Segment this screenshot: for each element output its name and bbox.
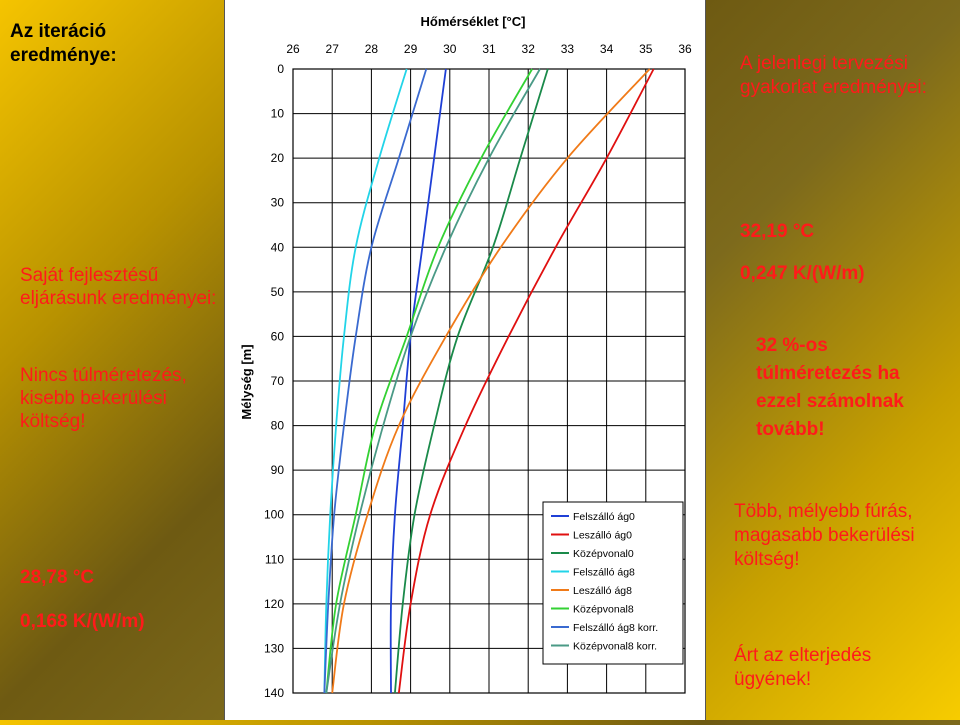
x-tick-label: 26 [286, 42, 300, 56]
legend-label: Felszálló ág8 [573, 567, 635, 579]
x-tick-labels: 26 27 28 29 30 31 32 33 34 35 36 [286, 42, 692, 56]
legend-box [542, 501, 684, 665]
y-tick-label: 110 [265, 552, 284, 566]
chart-title: Hőmérséklet [°C] [421, 14, 526, 29]
x-tick-label: 32 [522, 42, 536, 56]
series-line [323, 68, 428, 694]
own-resistance-value: 0,168 K/(W/m) [20, 611, 145, 632]
y-axis-label: Mélység [m] [239, 344, 254, 419]
legend-label: Leszálló ág0 [573, 530, 632, 542]
oversize-note: 32 %-os túlméretezés ha ezzel számolnak … [756, 335, 904, 440]
series-line [389, 68, 447, 694]
x-tick-label: 29 [404, 42, 418, 56]
y-tick-label: 10 [271, 107, 285, 121]
legend-label: Leszálló ág8 [573, 585, 632, 597]
x-tick-label: 34 [600, 42, 614, 56]
y-tick-label: 30 [271, 196, 285, 210]
legend-label: Középvonal8 korr. [573, 641, 657, 653]
legend-label: Középvonal8 [573, 604, 634, 616]
y-tick-label: 50 [271, 285, 285, 299]
series-line [325, 68, 533, 694]
y-tick-label: 90 [271, 463, 285, 477]
own-method-label: Saját fejlesztésű eljárásunk eredményei: [20, 265, 217, 309]
y-tick-label: 140 [264, 686, 284, 700]
x-tick-label: 28 [365, 42, 379, 56]
legend-label: Felszálló ág8 korr. [573, 622, 658, 634]
chart-panel: Hőmérséklet [°C] Mélység [m] 26 27 28 29 30 3… [224, 0, 706, 720]
series-lines [323, 68, 655, 694]
current-temperature-value: 32,19 °C [740, 221, 815, 242]
y-tick-label: 120 [264, 597, 284, 611]
legend-label: Felszálló ág0 [573, 511, 635, 523]
series-line [394, 68, 549, 694]
own-temperature-value: 28,78 °C [20, 567, 95, 588]
x-tick-label: 27 [326, 42, 340, 56]
x-tick-label: 35 [639, 42, 653, 56]
series-line [325, 68, 541, 694]
y-tick-label: 80 [271, 419, 285, 433]
y-tick-label: 60 [271, 329, 285, 343]
x-tick-label: 36 [678, 42, 692, 56]
current-practice-label: A jelenlegi tervezési gyakorlat eredmény… [740, 53, 927, 98]
series-line [397, 68, 655, 694]
x-tick-label: 31 [482, 42, 496, 56]
temperature-depth-chart: Hőmérséklet [°C] Mélység [m] 26 27 28 29 30 3… [239, 14, 692, 700]
y-tick-label: 100 [264, 508, 284, 522]
current-resistance-value: 0,247 K/(W/m) [740, 263, 865, 284]
y-tick-labels: 0 10 20 30 40 50 60 70 80 90 100 110 120 130 140 [264, 62, 284, 700]
cost-note: Több, mélyebb fúrás, magasabb bekerülési… [734, 501, 915, 570]
harm-note: Árt az elterjedés ügyének! [734, 645, 872, 690]
y-tick-label: 130 [264, 641, 284, 655]
x-tick-label: 33 [561, 42, 575, 56]
y-tick-label: 70 [271, 374, 285, 388]
panel-heading: Az iteráció eredménye: [10, 21, 117, 66]
y-tick-label: 20 [271, 151, 285, 165]
x-tick-label: 30 [443, 42, 457, 56]
y-tick-label: 0 [277, 62, 284, 76]
own-method-note: Nincs túlméretezés, kisebb bekerülési kö… [20, 365, 187, 432]
series-line [323, 68, 408, 694]
y-tick-label: 40 [271, 240, 285, 254]
series-line [331, 68, 651, 694]
legend-label: Középvonal0 [573, 548, 634, 560]
plot-frame [292, 68, 686, 694]
legend: Felszálló ág0 Leszálló ág0 Középvonal0 Fels… [542, 501, 684, 665]
